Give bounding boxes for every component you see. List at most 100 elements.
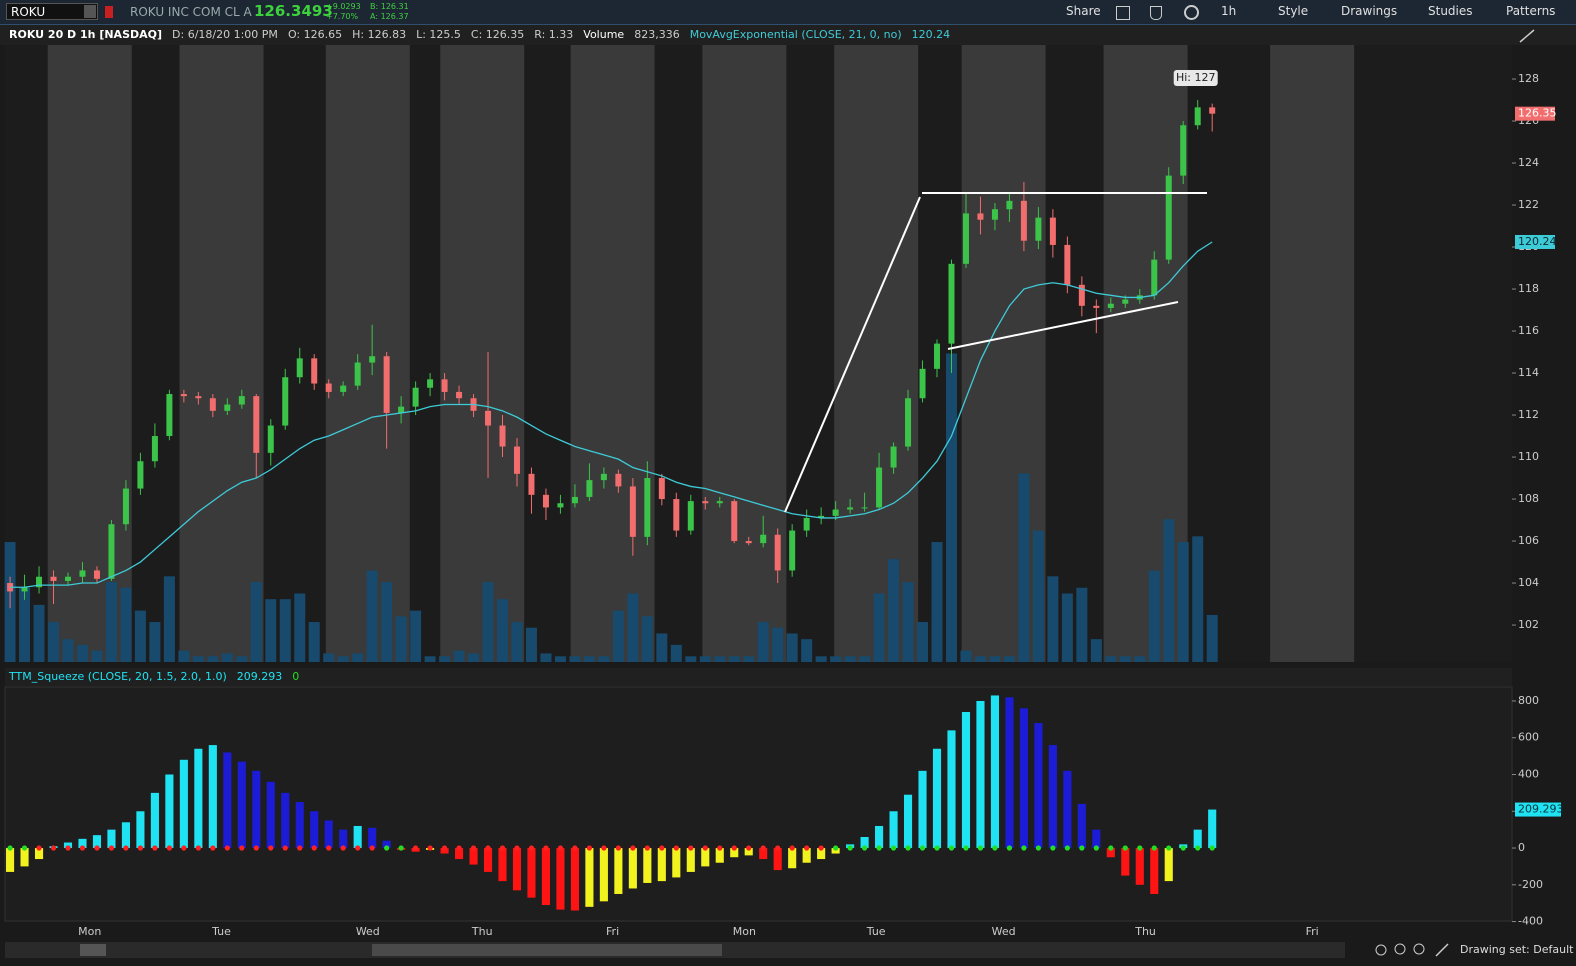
drawings-button[interactable]: Drawings — [1341, 4, 1398, 18]
session-band — [179, 45, 264, 662]
squeeze-bar — [63, 842, 73, 849]
volume-bar — [844, 656, 856, 662]
volume-bar — [656, 633, 668, 662]
volume-bar — [33, 604, 45, 662]
candle-body — [1209, 107, 1216, 114]
style-button[interactable]: Style — [1278, 4, 1309, 18]
price-panel — [5, 45, 1512, 662]
support-line[interactable] — [947, 301, 1179, 350]
squeeze-dot — [992, 845, 998, 851]
squeeze-dot — [572, 845, 578, 851]
y-tick-label: 102 — [1518, 618, 1539, 631]
volume-bar — [366, 570, 378, 662]
squeeze-bar — [817, 848, 826, 860]
squeeze-bar — [512, 848, 522, 891]
zoom-out-icon[interactable] — [1413, 943, 1425, 955]
x-tick-label: Thu — [471, 925, 493, 938]
y-tick-label: 0 — [1518, 841, 1525, 854]
volume-bar — [1119, 656, 1131, 662]
scrollbar[interactable] — [5, 942, 1345, 958]
dropdown[interactable] — [84, 5, 96, 18]
squeeze-bar — [990, 695, 999, 849]
info-field: D: 6/18/20 1:00 PM — [172, 28, 278, 41]
squeeze-bar — [440, 848, 449, 854]
squeeze-bar — [1092, 829, 1101, 849]
timeframe-button[interactable]: 1h — [1221, 4, 1237, 18]
draw-icon[interactable] — [1435, 943, 1449, 957]
ema-badge — [1515, 234, 1555, 249]
squeeze-bar — [179, 759, 188, 849]
crosshair-icon[interactable] — [1375, 944, 1387, 956]
candle-body — [1078, 284, 1085, 306]
volume-bar — [192, 656, 204, 662]
squeeze-bar — [49, 846, 58, 849]
flask-button[interactable] — [1150, 6, 1162, 20]
volume-bar — [974, 656, 986, 662]
scroll-thumb[interactable] — [372, 944, 722, 956]
symbol-input[interactable]: ROKU — [6, 3, 98, 20]
volume-bar — [265, 599, 277, 662]
squeeze-dot — [398, 845, 404, 851]
settings-button[interactable] — [1184, 5, 1199, 20]
squeeze-dot — [413, 845, 419, 851]
volume-bar — [569, 656, 581, 662]
squeeze-dot — [963, 845, 969, 851]
squeeze-dot — [717, 845, 723, 851]
draw-icon[interactable] — [1519, 29, 1535, 43]
patterns-button[interactable]: Patterns — [1506, 4, 1556, 18]
squeeze-dot — [919, 845, 926, 851]
squeeze-dot — [94, 845, 100, 851]
y-tick-label: 120 — [1518, 240, 1539, 253]
candle-body — [36, 576, 43, 588]
x-tick-label: Mon — [78, 925, 101, 938]
session-band — [47, 45, 132, 662]
studies-button[interactable]: Studies — [1428, 4, 1473, 18]
squeeze-dot — [50, 845, 57, 851]
volume-bar — [612, 610, 624, 662]
volume-bar — [308, 622, 320, 662]
icon-button[interactable] — [1116, 6, 1130, 20]
share-button[interactable]: Share — [1066, 4, 1101, 18]
volume-bar — [178, 650, 190, 662]
volume-bar — [1076, 587, 1088, 662]
info-field: 823,336 — [634, 28, 680, 41]
squeeze-bar — [701, 848, 710, 867]
squeeze-bar — [628, 848, 637, 889]
squeeze-dot — [7, 845, 13, 851]
drawing-set[interactable]: Drawing set: Default — [1460, 943, 1574, 956]
y-tick-label: 128 — [1518, 72, 1539, 85]
squeeze-bar — [875, 825, 884, 849]
candle-body — [687, 501, 694, 531]
squeeze-bar — [1150, 848, 1159, 894]
squeeze-dot — [890, 845, 897, 851]
squeeze-bar — [136, 811, 145, 849]
candle-body — [267, 425, 274, 453]
ema-line — [10, 241, 1213, 588]
squeeze-bar — [353, 825, 362, 849]
volume-bar — [873, 593, 885, 662]
squeeze-dot — [659, 845, 665, 851]
scroll-button[interactable] — [80, 944, 106, 956]
candle-body — [962, 213, 969, 264]
candle-body — [528, 473, 535, 495]
session-band — [1270, 45, 1355, 662]
squeeze-bar — [1005, 697, 1014, 849]
candle-body — [7, 583, 14, 592]
squeeze-dot — [195, 845, 201, 851]
squeeze-bar — [165, 774, 174, 849]
candle-body — [1006, 200, 1013, 210]
squeeze-bar — [744, 848, 753, 856]
candle-body — [50, 576, 57, 581]
volume-bar — [1206, 614, 1218, 662]
squeeze-dot — [601, 845, 607, 851]
squeeze-dot — [441, 845, 448, 851]
trend-line[interactable] — [784, 196, 921, 513]
squeeze-dot — [253, 845, 259, 851]
change-pct: +7.70% — [326, 12, 359, 21]
volume-bar — [583, 656, 595, 662]
candle-body — [513, 446, 520, 474]
squeeze-dot — [355, 845, 361, 851]
y-tick-label: 114 — [1518, 366, 1539, 379]
zoom-in-icon[interactable] — [1394, 943, 1406, 955]
squeeze-dot — [1122, 845, 1128, 851]
